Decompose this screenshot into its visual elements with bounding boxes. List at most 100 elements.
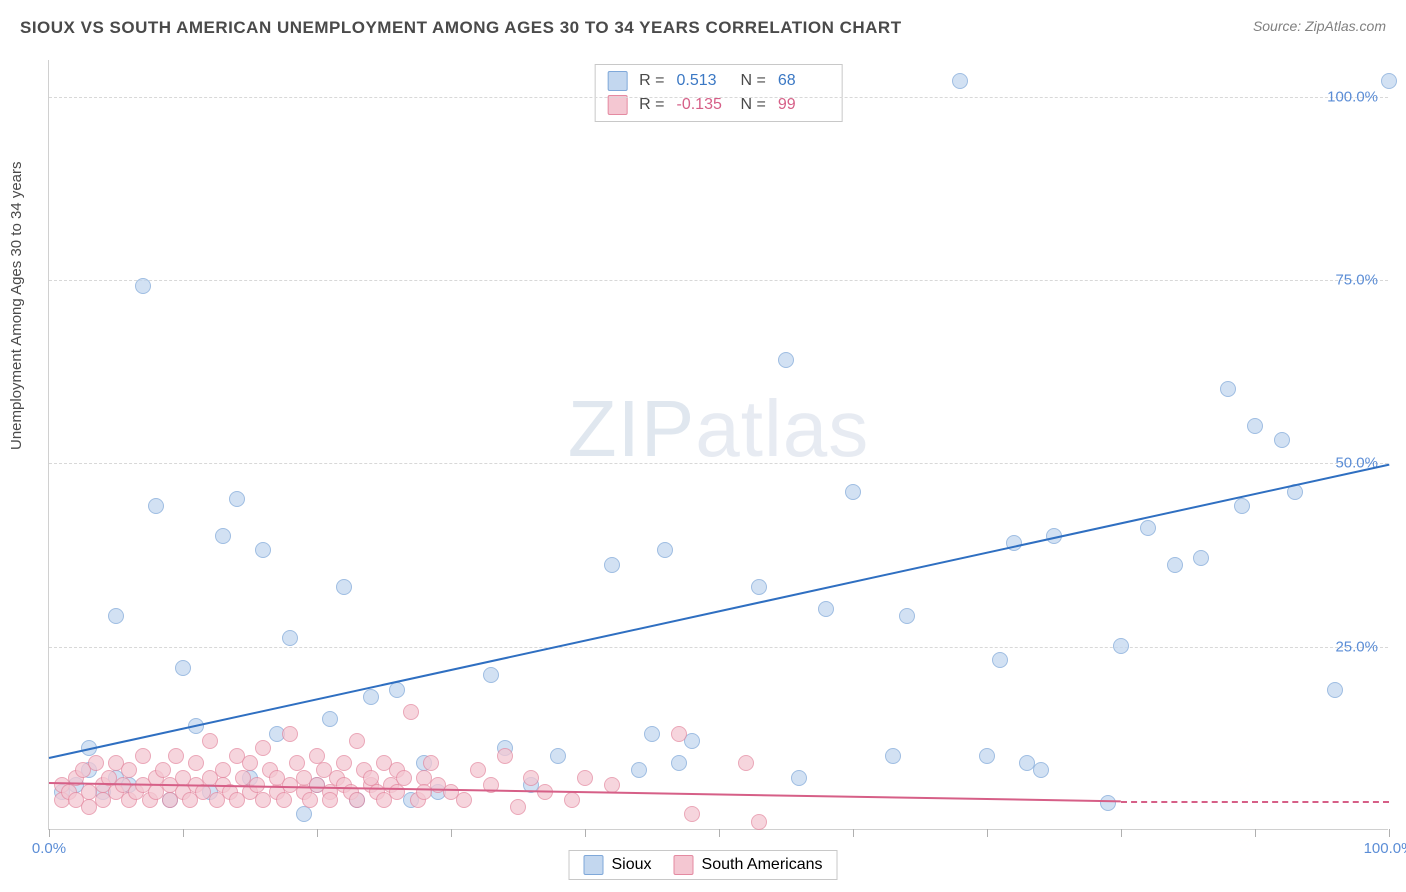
gridline [49, 97, 1388, 98]
x-tick-label: 100.0% [1364, 840, 1406, 857]
x-tick [183, 829, 184, 837]
x-tick [987, 829, 988, 837]
scatter-point [738, 755, 754, 771]
legend-label: South Americans [702, 856, 823, 874]
series-swatch [607, 71, 627, 91]
scatter-point [88, 755, 104, 771]
scatter-point [885, 748, 901, 764]
x-tick [317, 829, 318, 837]
scatter-point [336, 579, 352, 595]
trend-line [1121, 801, 1389, 803]
gridline [49, 647, 1388, 648]
scatter-point [215, 762, 231, 778]
scatter-point [148, 498, 164, 514]
scatter-point [1234, 498, 1250, 514]
scatter-point [845, 484, 861, 500]
scatter-point [1327, 682, 1343, 698]
scatter-point [309, 748, 325, 764]
gridline [49, 280, 1388, 281]
n-value: 68 [778, 72, 830, 90]
scatter-point [403, 704, 419, 720]
scatter-point [363, 689, 379, 705]
y-axis-label: Unemployment Among Ages 30 to 34 years [8, 161, 25, 450]
scatter-point [818, 601, 834, 617]
scatter-point [671, 726, 687, 742]
scatter-point [229, 491, 245, 507]
scatter-point [349, 792, 365, 808]
scatter-point [1220, 381, 1236, 397]
scatter-point [296, 806, 312, 822]
scatter-point [510, 799, 526, 815]
scatter-point [135, 278, 151, 294]
scatter-point [1247, 418, 1263, 434]
scatter-point [322, 792, 338, 808]
scatter-point [282, 726, 298, 742]
x-tick [49, 829, 50, 837]
scatter-point [684, 806, 700, 822]
scatter-point [423, 755, 439, 771]
scatter-point [215, 528, 231, 544]
scatter-point [778, 352, 794, 368]
legend-swatch [674, 855, 694, 875]
scatter-point [1113, 638, 1129, 654]
scatter-point [255, 542, 271, 558]
chart-container: SIOUX VS SOUTH AMERICAN UNEMPLOYMENT AMO… [0, 0, 1406, 892]
scatter-point [564, 792, 580, 808]
scatter-point [952, 73, 968, 89]
scatter-point [242, 755, 258, 771]
source-attribution: Source: ZipAtlas.com [1253, 18, 1386, 34]
scatter-point [550, 748, 566, 764]
x-tick [719, 829, 720, 837]
scatter-point [577, 770, 593, 786]
legend-item: South Americans [674, 855, 823, 875]
legend-label: Sioux [612, 856, 652, 874]
scatter-point [644, 726, 660, 742]
scatter-point [992, 652, 1008, 668]
scatter-point [155, 762, 171, 778]
r-value: -0.135 [677, 96, 729, 114]
n-value: 99 [778, 96, 830, 114]
scatter-point [188, 755, 204, 771]
scatter-point [289, 755, 305, 771]
scatter-point [363, 770, 379, 786]
series-swatch [607, 95, 627, 115]
scatter-point [470, 762, 486, 778]
scatter-point [302, 792, 318, 808]
chart-title: SIOUX VS SOUTH AMERICAN UNEMPLOYMENT AMO… [20, 18, 902, 38]
scatter-point [276, 792, 292, 808]
scatter-point [1381, 73, 1397, 89]
scatter-point [497, 748, 513, 764]
x-tick-label: 0.0% [32, 840, 66, 857]
legend-item: Sioux [584, 855, 652, 875]
scatter-point [979, 748, 995, 764]
stats-row: R =0.513N =68 [607, 69, 830, 93]
scatter-point [791, 770, 807, 786]
scatter-point [657, 542, 673, 558]
scatter-point [751, 814, 767, 830]
scatter-point [396, 770, 412, 786]
scatter-point [899, 608, 915, 624]
scatter-point [202, 733, 218, 749]
scatter-point [282, 630, 298, 646]
scatter-point [168, 748, 184, 764]
scatter-point [1033, 762, 1049, 778]
scatter-point [483, 667, 499, 683]
x-tick [1255, 829, 1256, 837]
scatter-point [456, 792, 472, 808]
scatter-point [175, 660, 191, 676]
y-tick-label: 100.0% [1327, 88, 1378, 105]
series-legend: Sioux South Americans [569, 850, 838, 880]
scatter-point [523, 770, 539, 786]
y-tick-label: 75.0% [1335, 272, 1378, 289]
scatter-point [349, 733, 365, 749]
scatter-point [389, 682, 405, 698]
x-tick [451, 829, 452, 837]
scatter-point [255, 740, 271, 756]
scatter-point [1167, 557, 1183, 573]
scatter-point [135, 748, 151, 764]
scatter-point [751, 579, 767, 595]
scatter-point [389, 784, 405, 800]
gridline [49, 463, 1388, 464]
scatter-point [121, 762, 137, 778]
y-tick-label: 25.0% [1335, 638, 1378, 655]
